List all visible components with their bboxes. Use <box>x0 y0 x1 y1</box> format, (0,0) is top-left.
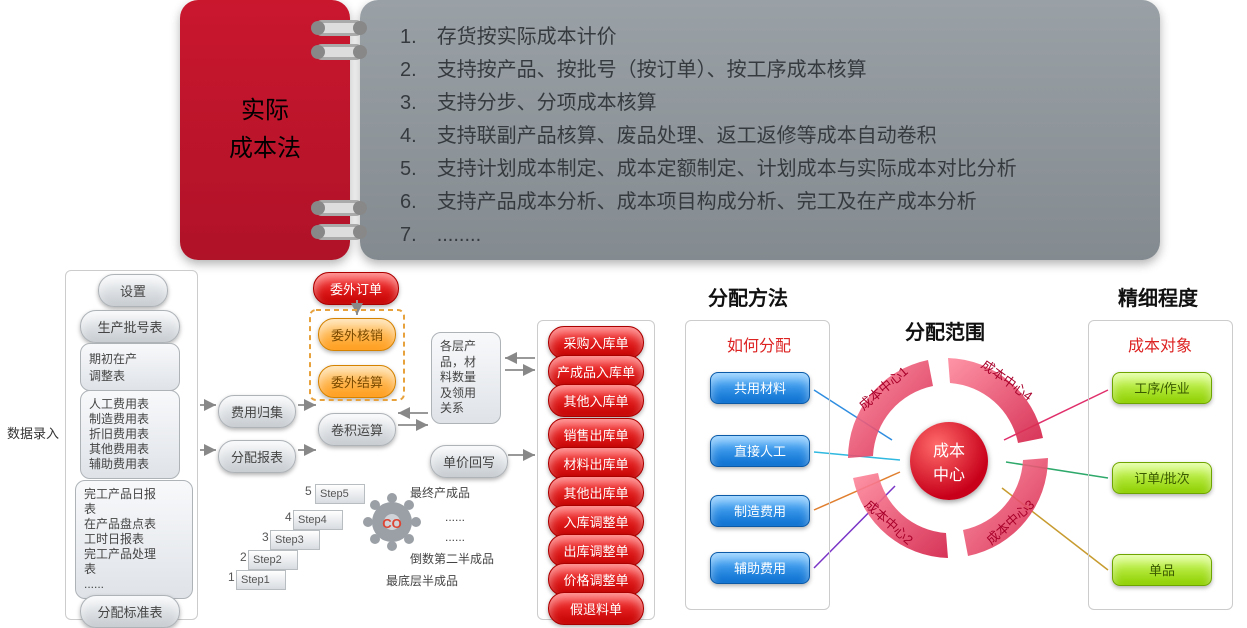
outsrc-writeoff: 委外核销 <box>318 318 396 351</box>
doc-3: 其他入库单 <box>548 384 644 417</box>
feat-6: 6. 支持产品成本分析、成本项目构成分析、完工及在产成本分析 <box>400 185 1140 214</box>
batch-pill: 生产批号表 <box>80 310 180 343</box>
feat-1: 1. 存货按实际成本计价 <box>400 20 1140 49</box>
card-line1: 实际 <box>241 92 289 130</box>
feat-5: 5. 支持计划成本制定、成本定额制定、计划成本与实际成本对比分析 <box>400 152 1140 181</box>
fine-sub: 成本对象 <box>1128 332 1192 356</box>
fine-2: 订单/批次 <box>1112 462 1212 494</box>
alloc-std-pill: 分配标准表 <box>80 595 180 628</box>
step5-txt: 最终产成品 <box>410 484 530 501</box>
alloc-sub: 如何分配 <box>727 332 791 356</box>
layers-box: 各层产 品，材 料数量 及领用 关系 <box>431 332 501 424</box>
feature-panel: 1. 存货按实际成本计价 2. 支持按产品、按批号（按订单）、按工序成本核算 3… <box>360 0 1160 260</box>
rollup-calc: 卷积运算 <box>318 413 396 446</box>
svg-text:CO: CO <box>382 516 402 531</box>
alloc-report: 分配报表 <box>218 440 296 473</box>
feat-2: 2. 支持按产品、按批号（按订单）、按工序成本核算 <box>400 53 1140 82</box>
alloc-1: 共用材料 <box>710 372 810 404</box>
fine-1: 工序/作业 <box>1112 372 1212 404</box>
alloc-4: 辅助费用 <box>710 552 810 584</box>
feat-3: 3. 支持分步、分项成本核算 <box>400 86 1140 115</box>
settings-pill: 设置 <box>98 274 168 307</box>
cost-collect: 费用归集 <box>218 395 296 428</box>
opening-box: 期初在产 调整表 <box>80 343 180 391</box>
outsrc-settle: 委外结算 <box>318 365 396 398</box>
scope-title: 分配范围 <box>905 316 985 345</box>
alloc-2: 直接人工 <box>710 435 810 467</box>
gear-icon: CO <box>362 492 422 552</box>
cost-center-core: 成本 中心 <box>910 422 988 500</box>
unit-price: 单价回写 <box>430 445 508 478</box>
card-line2: 成本法 <box>229 130 301 168</box>
binder-rings-top <box>314 20 394 60</box>
alloc-3: 制造费用 <box>710 495 810 527</box>
step2-txt: 倒数第二半成品 <box>410 550 530 567</box>
expenses-box: 人工费用表 制造费用表 折旧费用表 其他费用表 辅助费用表 <box>80 390 180 479</box>
reports-box: 完工产品日报 表 在产品盘点表 工时日报表 完工产品处理 表 ...... <box>75 480 193 599</box>
alloc-title: 分配方法 <box>708 282 788 311</box>
step1-txt: 最底层半成品 <box>386 572 506 589</box>
doc-10: 假退料单 <box>548 592 644 625</box>
outsrc-order: 委外订单 <box>313 272 399 305</box>
binder-rings-bottom <box>314 200 394 240</box>
feat-7: 7. ........ <box>400 218 1140 247</box>
fine-3: 单品 <box>1112 554 1212 586</box>
fine-title: 精细程度 <box>1118 282 1198 311</box>
data-entry-label: 数据录入 <box>7 423 59 442</box>
feat-4: 4. 支持联副产品核算、废品处理、返工返修等成本自动卷积 <box>400 119 1140 148</box>
